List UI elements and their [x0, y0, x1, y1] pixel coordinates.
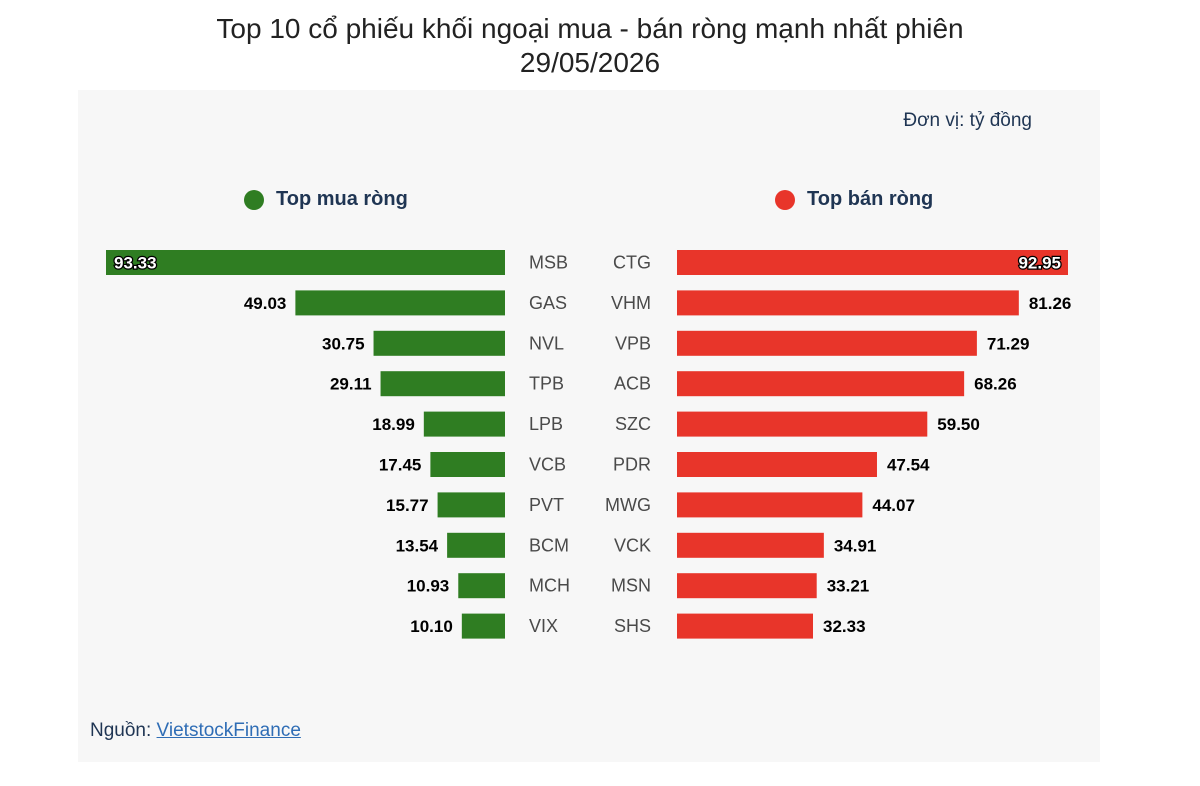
sell-bar — [677, 290, 1019, 316]
buy-bar — [437, 492, 505, 518]
sell-bar — [677, 330, 977, 356]
sell-value-label: 68.26 — [974, 375, 1017, 394]
buy-ticker-label: VCB — [529, 455, 566, 475]
buy-value-label: 17.45 — [379, 456, 422, 475]
unit-label: Đơn vị: tỷ đồng — [903, 110, 1032, 131]
buy-ticker-label: BCM — [529, 535, 569, 555]
chart-title: Top 10 cổ phiếu khối ngoại mua - bán ròn… — [0, 12, 1180, 80]
buy-ticker-label: MCH — [529, 576, 570, 596]
buy-bar — [458, 573, 505, 599]
sell-value-label: 34.91 — [834, 536, 877, 555]
sell-value-label: 81.26 — [1029, 294, 1072, 313]
legend-buy-label: Top mua ròng — [276, 188, 408, 210]
sell-bar — [677, 371, 965, 397]
buy-bar — [295, 290, 505, 316]
legend-sell: Top bán ròng — [775, 188, 933, 211]
buy-value-label: 49.03 — [244, 294, 287, 313]
buy-ticker-label: TPB — [529, 374, 564, 394]
buy-bar — [447, 532, 505, 558]
buy-ticker-label: GAS — [529, 293, 567, 313]
legend-sell-label: Top bán ròng — [807, 188, 934, 210]
legend-sell-dot — [775, 189, 795, 210]
sell-ticker-label: SHS — [614, 616, 651, 636]
buy-bar — [461, 613, 505, 639]
sell-value-label: 92.95 — [1018, 254, 1061, 273]
buy-bar — [423, 411, 505, 437]
sell-value-label: 71.29 — [987, 334, 1030, 353]
sell-bar — [677, 532, 824, 558]
buy-value-label: 10.10 — [410, 617, 453, 636]
buy-value-label: 10.93 — [407, 577, 450, 596]
buy-bar — [380, 371, 505, 397]
sell-bar — [677, 452, 877, 477]
chart-panel: Đơn vị: tỷ đồng Top mua ròng Top bán ròn… — [78, 90, 1100, 762]
sell-ticker-label: ACB — [614, 374, 651, 394]
buy-value-label: 29.11 — [330, 375, 372, 394]
source-prefix: Nguồn: — [90, 720, 157, 741]
legend-buy: Top mua ròng — [244, 188, 408, 211]
sell-bar — [677, 411, 928, 437]
buy-ticker-label: PVT — [529, 495, 564, 515]
sell-bar — [677, 613, 813, 639]
buy-bar — [373, 330, 505, 356]
sell-ticker-label: VHM — [611, 293, 651, 313]
sell-value-label: 59.50 — [937, 415, 980, 434]
sell-ticker-label: MWG — [605, 495, 651, 515]
sell-bar — [677, 492, 863, 518]
sell-value-label: 33.21 — [827, 577, 870, 596]
buy-value-label: 93.33 — [114, 254, 157, 273]
buy-value-label: 13.54 — [396, 536, 439, 555]
buy-ticker-label: VIX — [529, 616, 558, 636]
sell-bar — [677, 250, 1068, 275]
sell-bar — [677, 573, 817, 599]
buy-value-label: 30.75 — [322, 334, 365, 353]
sell-ticker-label: MSN — [611, 576, 651, 596]
sell-ticker-label: VCK — [614, 535, 651, 555]
buy-value-label: 18.99 — [372, 415, 415, 434]
buy-ticker-label: LPB — [529, 414, 563, 434]
buy-bar — [106, 250, 505, 275]
sell-value-label: 47.54 — [887, 456, 930, 475]
sell-value-label: 44.07 — [872, 496, 915, 515]
buy-ticker-label: NVL — [529, 333, 564, 353]
chart-title-line-2: 29/05/2026 — [519, 47, 661, 78]
source-note: Nguồn: VietstockFinance — [90, 720, 301, 742]
sell-ticker-label: VPB — [615, 333, 651, 353]
sell-value-label: 32.33 — [823, 617, 866, 636]
buy-value-label: 15.77 — [386, 496, 429, 515]
sell-ticker-label: SZC — [615, 414, 651, 434]
sell-ticker-label: CTG — [613, 253, 651, 273]
buy-bar — [430, 452, 505, 477]
buy-ticker-label: MSB — [529, 253, 568, 273]
chart-title-line-1: Top 10 cổ phiếu khối ngoại mua - bán ròn… — [216, 13, 964, 44]
source-link[interactable]: VietstockFinance — [156, 720, 301, 741]
legend-buy-dot — [244, 189, 264, 210]
sell-ticker-label: PDR — [613, 455, 651, 475]
